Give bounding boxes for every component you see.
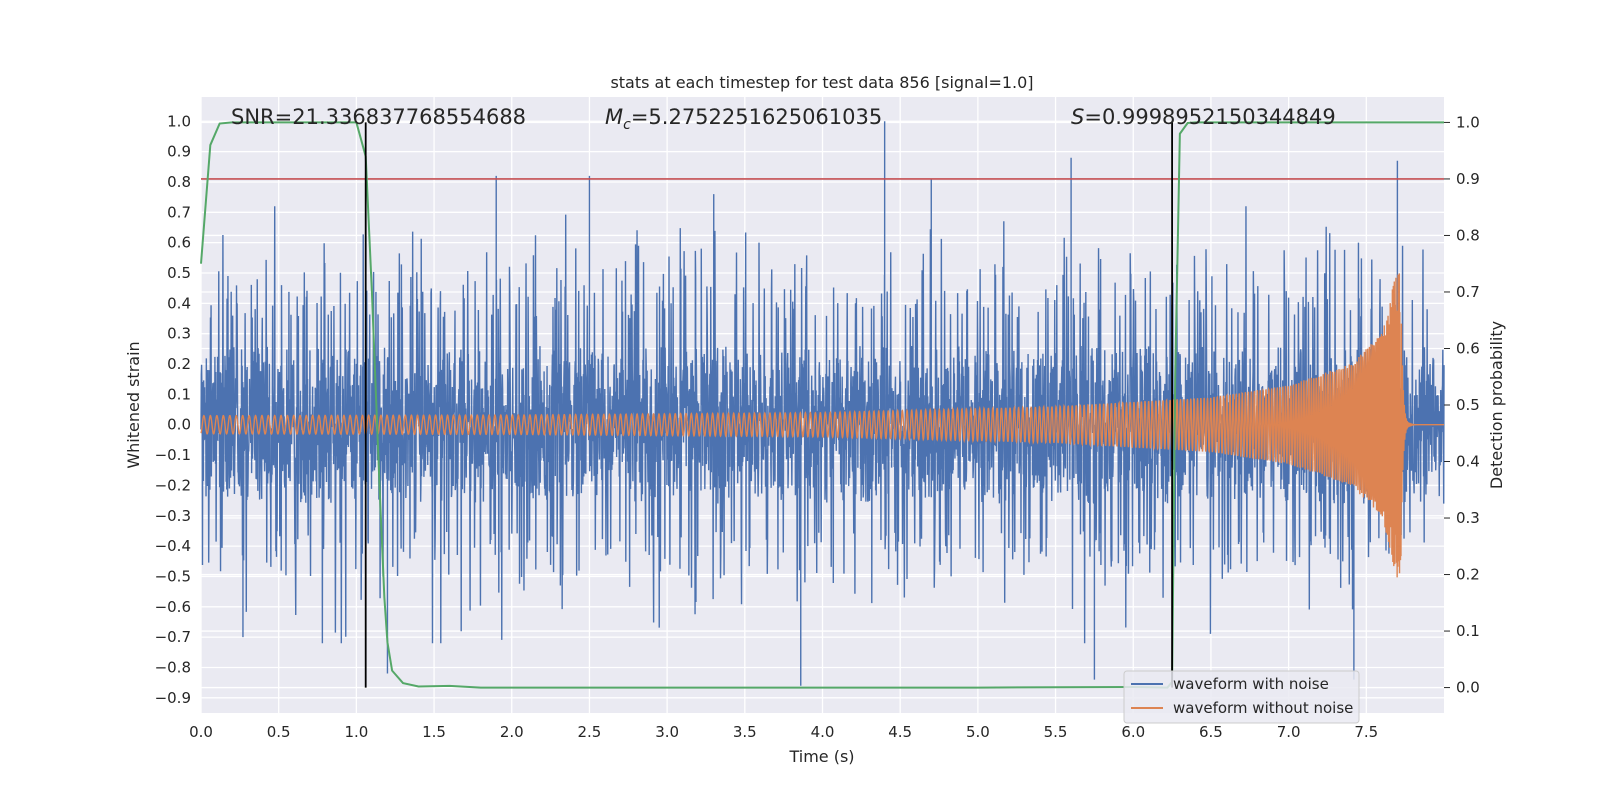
chart-title: stats at each timestep for test data 856…	[610, 73, 1033, 92]
y-tick-label-left: 0.1	[167, 385, 191, 403]
y-tick-label-left: −0.1	[155, 446, 191, 464]
chirp-mass-annotation: Mc=5.2752251625061035	[605, 105, 882, 133]
legend-label-noisy: waveform with noise	[1173, 675, 1329, 693]
y-tick-label-left: −0.8	[155, 658, 191, 676]
y-tick-label-right: 0.7	[1456, 283, 1480, 301]
detection-probability-line	[200, 121, 1444, 689]
x-tick-label: 0.0	[189, 723, 213, 741]
y-tick-label-right: 0.6	[1456, 339, 1480, 357]
x-tick-label: 1.5	[422, 723, 446, 741]
x-tick-label: 7.5	[1354, 723, 1378, 741]
y-tick-label-left: 0.0	[167, 416, 191, 434]
y-tick-label-left: 0.2	[167, 355, 191, 373]
y-tick-label-left: −0.9	[155, 689, 191, 707]
y-tick-label-right: 1.0	[1456, 113, 1480, 131]
x-tick-label: 2.5	[578, 723, 602, 741]
y-tick-label-left: −0.3	[155, 507, 191, 525]
clean-waveform-line	[200, 273, 1444, 578]
x-tick-label: 2.0	[500, 723, 524, 741]
y-tick-label-left: −0.6	[155, 598, 191, 616]
y-axis-label-left: Whitened strain	[124, 341, 143, 468]
y-tick-label-left: 0.6	[167, 234, 191, 252]
x-tick-label: 4.0	[811, 723, 835, 741]
chirp-mass-symbol: M	[605, 105, 623, 129]
score-value: =0.9998952150344849	[1084, 105, 1335, 129]
snr-annotation: SNR=21.336837768554688	[231, 105, 526, 129]
axes: 0.0 0.5 1.0 1.5 2.0 2.5 3.0 3.5 4.0 4.5 5.0 5.5 6.0 6…	[155, 112, 1480, 741]
score-annotation: S=0.9998952150344849	[1071, 105, 1336, 129]
y-tick-label-left: −0.5	[155, 567, 191, 585]
x-tick-label: 1.0	[344, 723, 368, 741]
legend-label-clean: waveform without noise	[1173, 699, 1353, 717]
x-tick-label: 0.5	[267, 723, 291, 741]
x-tick-label: 6.0	[1121, 723, 1145, 741]
y-tick-label-left: −0.7	[155, 628, 191, 646]
y-tick-label-left: 0.5	[167, 264, 191, 282]
x-tick-label: 4.5	[888, 723, 912, 741]
score-symbol: S	[1071, 105, 1084, 129]
x-tick-label: 5.5	[1044, 723, 1068, 741]
y-tick-label-left: 0.3	[167, 325, 191, 343]
y-tick-label-right: 0.5	[1456, 396, 1480, 414]
y-tick-label-left: 0.4	[167, 294, 191, 312]
chirp-mass-subscript: c	[623, 117, 631, 133]
y-axis-label-right: Detection probability	[1487, 321, 1506, 489]
y-tick-label-right: 0.0	[1456, 679, 1480, 697]
x-tick-label: 7.0	[1277, 723, 1301, 741]
x-tick-label: 3.0	[655, 723, 679, 741]
x-axis-label: Time (s)	[788, 747, 854, 766]
y-tick-label-right: 0.3	[1456, 509, 1480, 527]
x-tick-label: 3.5	[733, 723, 757, 741]
y-tick-label-left: 0.7	[167, 203, 191, 221]
chirp-mass-value: =5.2752251625061035	[631, 105, 882, 129]
y-tick-label-right: 0.4	[1456, 453, 1480, 471]
legend: waveform with noise waveform without noi…	[1123, 670, 1360, 724]
y-tick-label-left: 1.0	[167, 112, 191, 130]
y-tick-label-right: 0.1	[1456, 622, 1480, 640]
plot-area	[200, 121, 1445, 689]
x-tick-label: 6.5	[1199, 723, 1223, 741]
x-tick-label: 5.0	[966, 723, 990, 741]
legend-box	[1123, 670, 1360, 724]
y-tick-label-left: −0.2	[155, 476, 191, 494]
y-tick-label-right: 0.8	[1456, 226, 1480, 244]
y-tick-label-left: −0.4	[155, 537, 191, 555]
y-tick-label-left: 0.8	[167, 173, 191, 191]
y-tick-label-right: 0.9	[1456, 170, 1480, 188]
y-tick-label-left: 0.9	[167, 143, 191, 161]
y-tick-label-right: 0.2	[1456, 566, 1480, 584]
